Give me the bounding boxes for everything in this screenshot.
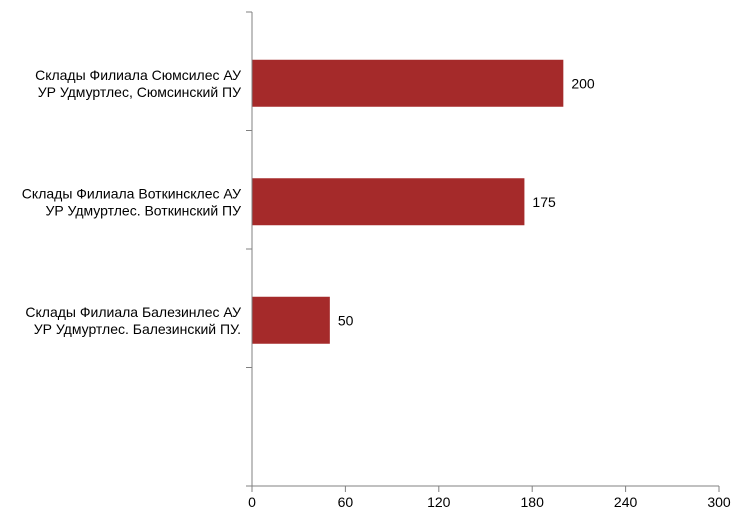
x-tick-label: 240 xyxy=(614,494,638,510)
bar xyxy=(252,59,564,107)
x-ticks-group: 0 60 120 180 240 300 xyxy=(246,11,731,510)
data-label: 175 xyxy=(532,194,556,210)
x-tick-label: 60 xyxy=(338,494,354,510)
category-label: УР Удмуртлес. Воткинский ПУ xyxy=(45,202,241,218)
category-label: Склады Филиала Сюмсилес АУ xyxy=(35,67,241,83)
bar xyxy=(252,178,525,226)
bars-group xyxy=(252,59,564,344)
x-tick-label: 300 xyxy=(707,494,731,510)
category-label: УР Удмуртлес. Балезинский ПУ. xyxy=(34,321,241,337)
category-label: Склады Филиала Воткинсклес АУ xyxy=(22,185,241,201)
x-tick-label: 0 xyxy=(248,494,256,510)
x-tick-label: 180 xyxy=(521,494,545,510)
category-label: УР Удмуртлес, Сюмсинский ПУ xyxy=(38,84,241,100)
data-labels-group: 200 175 50 xyxy=(338,75,595,328)
x-tick-label: 120 xyxy=(427,494,451,510)
data-label: 200 xyxy=(571,75,595,91)
category-label: Склады Филиала Балезинлес АУ xyxy=(25,304,241,320)
bar xyxy=(252,296,330,344)
data-label: 50 xyxy=(338,312,354,328)
